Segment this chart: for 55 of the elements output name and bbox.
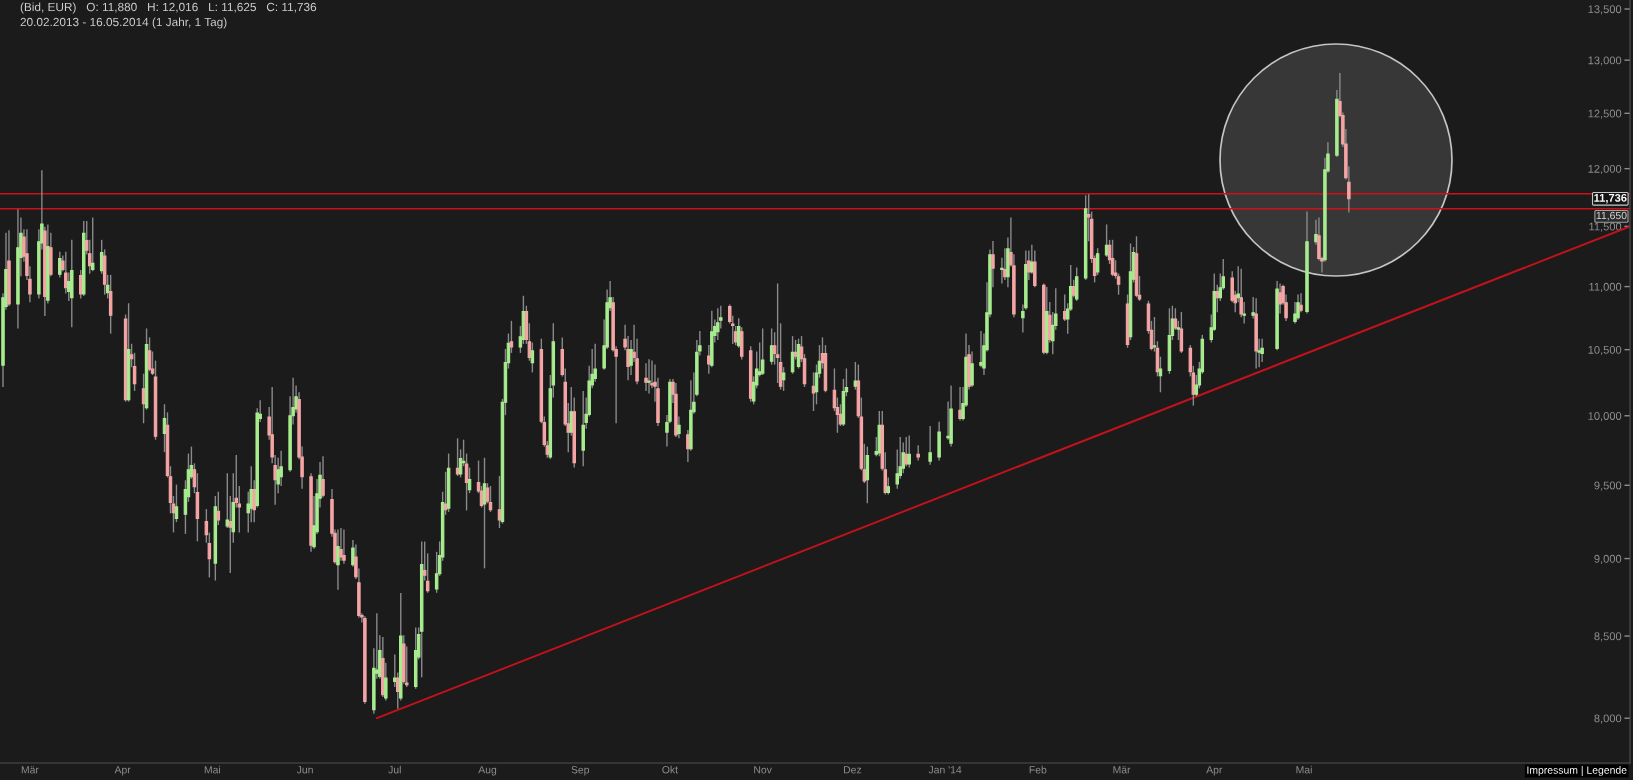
candlestick xyxy=(647,359,651,394)
y-tick-label: 8,000 xyxy=(1594,714,1622,724)
x-tick-label: Sep xyxy=(571,766,590,776)
y-tick-label: 12,000 xyxy=(1588,164,1622,175)
y-tick-label: 13,500 xyxy=(1588,5,1622,15)
y-tick-label: 8,500 xyxy=(1594,632,1622,642)
candlestick xyxy=(79,269,83,299)
ref-line-label: 11,650 xyxy=(1596,211,1627,221)
x-tick-label: Mär xyxy=(21,766,39,774)
candlestick xyxy=(497,476,502,529)
y-tick-label: 10,500 xyxy=(1588,345,1622,356)
x-tick-label: Nov xyxy=(754,766,772,774)
x-tick-label: Jun xyxy=(296,766,313,774)
candlestick xyxy=(1062,294,1067,321)
y-tick-label: 10,000 xyxy=(1588,412,1622,422)
x-tick-label: Jul xyxy=(388,765,401,774)
candlestick xyxy=(342,529,346,564)
candlestick xyxy=(865,446,870,504)
x-tick-label: Mai xyxy=(204,765,221,774)
y-tick-label: 13,000 xyxy=(1588,56,1622,66)
candlestick xyxy=(928,425,932,465)
candlestick xyxy=(644,363,648,391)
y-tick-label: 9,500 xyxy=(1594,481,1622,491)
x-tick-label: Mai xyxy=(1296,765,1312,774)
candlestick xyxy=(482,457,487,569)
x-tick-label: Apr xyxy=(1206,766,1223,776)
candlestick xyxy=(716,308,720,341)
candlestick xyxy=(793,339,798,360)
candlestick xyxy=(455,438,460,477)
candlestick xyxy=(216,491,221,526)
y-tick-label: 11,000 xyxy=(1589,282,1622,293)
candlestick xyxy=(147,337,152,372)
candlestick xyxy=(425,553,430,593)
x-tick-label: Dez xyxy=(843,766,862,774)
x-tick-label: Mär xyxy=(1113,766,1131,774)
candlestick xyxy=(916,445,920,461)
candlestick xyxy=(1104,224,1109,257)
x-tick-label: Apr xyxy=(114,766,131,776)
annotation: 11,736 xyxy=(1594,193,1627,204)
candlestick xyxy=(781,367,786,391)
x-tick-label: Aug xyxy=(478,766,497,776)
x-tick-label: Jan '14 xyxy=(928,766,962,774)
x-tick-label: Feb xyxy=(1029,765,1047,774)
candlestick xyxy=(1296,294,1300,320)
candlestick xyxy=(90,217,95,272)
y-tick-label: 12,500 xyxy=(1588,109,1622,119)
text: 20.02.2013 - 16.05.2014 (1 Jahr, 1 Tag) xyxy=(20,17,227,29)
candlestick xyxy=(853,361,858,390)
chart-title: (Bid, EUR) O: 11,880 H: 12,016 L: 11,625 C: 11,736 xyxy=(20,2,317,14)
y-tick-label: 11,500 xyxy=(1589,222,1622,232)
x-tick-label: Okt xyxy=(662,765,678,774)
text: Impressum | Legende xyxy=(1527,766,1627,776)
candlestick xyxy=(1260,338,1264,363)
y-tick-label: 9,000 xyxy=(1594,554,1622,565)
candlestick xyxy=(907,435,911,468)
